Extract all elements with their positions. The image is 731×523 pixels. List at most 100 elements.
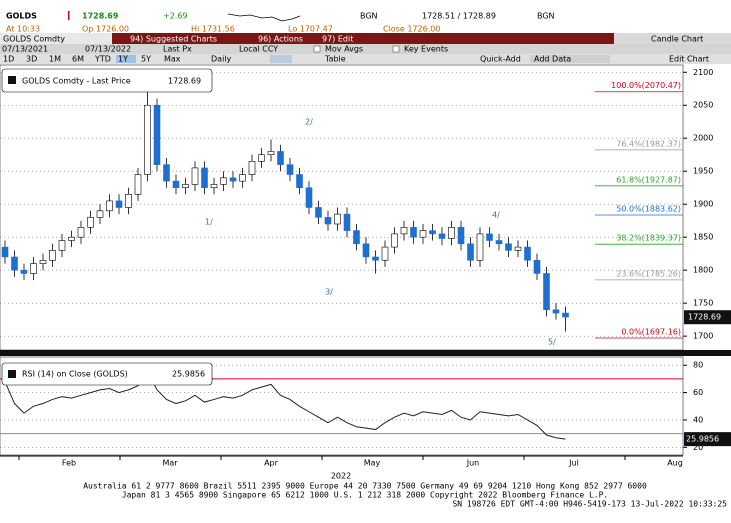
candle-body bbox=[258, 154, 265, 162]
wave-label: 1/ bbox=[205, 218, 213, 227]
fib-label: 23.6%(1785.26) bbox=[616, 269, 681, 278]
candle-body bbox=[448, 226, 455, 239]
range-button[interactable]: 1D bbox=[3, 55, 14, 64]
legend bbox=[1, 362, 213, 386]
candle-body bbox=[134, 174, 142, 195]
candle-body bbox=[11, 256, 18, 271]
candle-body bbox=[467, 243, 474, 261]
candle-body bbox=[362, 243, 370, 258]
checkbox[interactable] bbox=[392, 45, 400, 53]
candle-body bbox=[457, 226, 465, 245]
candle-body bbox=[286, 164, 294, 175]
checkbox[interactable] bbox=[313, 45, 321, 53]
candle-body bbox=[153, 104, 161, 165]
candle-body bbox=[533, 259, 541, 274]
fib-label: 61.8%(1927.87) bbox=[616, 175, 681, 184]
legend-swatch bbox=[8, 370, 16, 378]
candle-body bbox=[229, 177, 237, 182]
end-date[interactable]: 07/13/2022 bbox=[85, 45, 131, 54]
range-button[interactable]: 1M bbox=[49, 55, 61, 64]
price: 1728.69 bbox=[82, 12, 119, 21]
fib-label: 38.2%(1839.37) bbox=[616, 234, 681, 243]
y-tick-label: 1950 bbox=[693, 167, 713, 176]
lo: Lo 1707.47 bbox=[288, 25, 333, 34]
y-tick-label: 2050 bbox=[693, 101, 713, 110]
time: At 10:33 bbox=[6, 25, 40, 34]
menu-item[interactable]: 96) Actions bbox=[258, 35, 303, 44]
range-buttons: 1D 3D 1M 6M YTD 1Y 5Y Max bbox=[3, 55, 181, 64]
legend-value: 1728.69 bbox=[168, 77, 201, 86]
range-button[interactable]: 1Y bbox=[118, 55, 128, 64]
source: BGN bbox=[360, 12, 378, 21]
wave-label: 2/ bbox=[305, 118, 313, 127]
candle-body bbox=[543, 273, 550, 311]
candle-body bbox=[248, 161, 256, 175]
legend-value: 25.9856 bbox=[172, 370, 205, 379]
close: Close 1726.00 bbox=[383, 25, 440, 34]
candle-body bbox=[438, 233, 446, 239]
legend-label: RSI (14) on Close (GOLDS) bbox=[22, 370, 128, 379]
candle-body bbox=[39, 259, 47, 264]
toolbar-row bbox=[0, 44, 731, 54]
candle-body bbox=[49, 250, 56, 261]
candle-body bbox=[324, 217, 332, 225]
candle-body bbox=[305, 187, 313, 208]
range-button[interactable]: YTD bbox=[94, 55, 111, 64]
candle-body bbox=[343, 213, 351, 231]
option: Key Events bbox=[404, 45, 448, 54]
candle-body bbox=[239, 174, 246, 182]
candle-body bbox=[115, 200, 123, 208]
y-tick-label: 1900 bbox=[693, 200, 713, 209]
candle-body bbox=[419, 230, 427, 238]
candle-body bbox=[77, 226, 85, 238]
quick-add[interactable]: Quick-Add bbox=[480, 55, 521, 64]
period[interactable]: Daily bbox=[211, 55, 232, 64]
wave-label: 5/ bbox=[548, 338, 556, 347]
security-field[interactable] bbox=[0, 33, 112, 44]
price-panel bbox=[0, 64, 684, 351]
candle-body bbox=[277, 151, 284, 165]
y-tick-label: 40 bbox=[693, 415, 703, 424]
candle-body bbox=[514, 246, 522, 251]
y-tick-label: 60 bbox=[693, 388, 703, 397]
y-tick-label: 1700 bbox=[693, 332, 713, 341]
range-button[interactable]: 6M bbox=[72, 55, 84, 64]
candle-body bbox=[58, 240, 66, 251]
candle-body bbox=[353, 230, 360, 245]
change: +2.69 bbox=[163, 12, 188, 21]
candle-body bbox=[163, 164, 170, 182]
add-data-field[interactable] bbox=[530, 55, 610, 63]
candle-body bbox=[182, 184, 189, 189]
candle-body bbox=[562, 312, 569, 318]
range-button[interactable]: 5Y bbox=[141, 55, 151, 64]
x-tick-label: Aug bbox=[667, 459, 683, 468]
fib-label: 0.0%(1697.16) bbox=[621, 328, 681, 337]
edit-chart[interactable]: Edit Chart bbox=[669, 55, 709, 64]
y-tick-label: 2000 bbox=[693, 134, 713, 143]
plot: 1700 1750 1800 1850 1900 1950 2000 2050 2100 100.… bbox=[0, 68, 731, 468]
x-tick-label: Apr bbox=[264, 459, 279, 468]
candle-body bbox=[334, 213, 341, 225]
footer-line: Australia 61 2 9777 8600 Brazil 5511 239… bbox=[83, 482, 647, 491]
candle-body bbox=[172, 180, 180, 189]
fib-label: 50.0%(1883.62) bbox=[616, 205, 681, 214]
range-button[interactable]: 3D bbox=[26, 55, 37, 64]
table-button[interactable]: Table bbox=[324, 55, 346, 64]
button[interactable] bbox=[270, 55, 292, 63]
view-title: Candle Chart bbox=[651, 35, 703, 44]
last-value-tag bbox=[684, 432, 731, 447]
menu-item[interactable]: 97) Edit bbox=[322, 35, 353, 44]
field[interactable]: Last Px bbox=[163, 45, 192, 54]
range-button[interactable]: Max bbox=[164, 55, 181, 64]
open: Op 1726.00 bbox=[82, 25, 129, 34]
x-tick-label: May bbox=[364, 459, 381, 468]
menu-item[interactable]: 94) Suggested Charts bbox=[130, 35, 217, 44]
toolbar-row bbox=[0, 54, 731, 64]
candle-body bbox=[372, 256, 379, 261]
currency[interactable]: Local CCY bbox=[239, 45, 278, 54]
tick-dir bbox=[68, 11, 70, 20]
start-date[interactable]: 07/13/2021 bbox=[2, 45, 48, 54]
candle-body bbox=[68, 236, 75, 241]
x-tick-label: Feb bbox=[62, 459, 76, 468]
source: BGN bbox=[537, 12, 555, 21]
